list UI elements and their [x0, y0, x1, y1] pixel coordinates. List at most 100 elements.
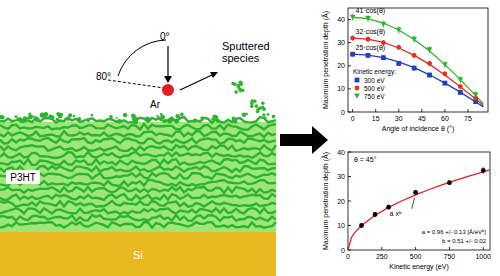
film-label: P3HT: [10, 172, 36, 183]
legend-marker: [355, 86, 360, 91]
surface-blob: [180, 113, 183, 116]
legend: Kinetic energy:300 eV500 eV750 eV: [353, 68, 396, 100]
flow-arrow: [280, 126, 328, 154]
x-tick-label: 0: [351, 115, 355, 122]
chart: 02505007501000010203040Kinetic energy (e…: [321, 149, 491, 272]
x-axis-label: Angle of incidence θ (°): [382, 125, 454, 133]
surface-blob: [78, 120, 80, 122]
polymer-chain: [0, 180, 276, 186]
surface-blob: [50, 115, 55, 120]
polymer-chain: [0, 138, 276, 144]
surface-blob: [267, 113, 270, 116]
sputtered-label: Sputtered: [222, 40, 270, 52]
x-tick-label: 0: [346, 253, 350, 260]
data-point: [350, 52, 355, 57]
film-label-box: [6, 170, 40, 184]
x-tick-label: 75: [464, 115, 472, 122]
normal-arrow: [167, 46, 168, 80]
polymer-chain: [0, 194, 276, 200]
surface-blob: [272, 115, 276, 119]
surface-blob: [91, 114, 94, 117]
surface-blob: [66, 117, 70, 121]
surface-blob: [175, 114, 180, 119]
data-point: [381, 55, 386, 60]
x-tick: [398, 109, 399, 112]
sputtered-fragment: [255, 104, 259, 108]
surface-blob: [87, 119, 90, 122]
surface-blob: [82, 121, 84, 123]
surface-blob: [193, 119, 197, 123]
data-point: [427, 73, 432, 78]
data-point: [481, 168, 486, 173]
data-point: [427, 47, 433, 52]
y-tick-label: 10: [337, 85, 345, 92]
sputter-arrow: [180, 74, 214, 90]
chart: 01530456075010203040Angle of incidence θ…: [321, 7, 488, 133]
sputtered-fragment: [239, 80, 243, 84]
data-point: [458, 77, 464, 82]
data-point: [412, 66, 417, 71]
data-point: [366, 37, 371, 42]
data-point: [443, 81, 448, 86]
data-point: [411, 37, 417, 42]
legend-label: 750 eV: [364, 93, 385, 100]
surface-blob: [242, 113, 246, 117]
y-tick-label: 20: [337, 198, 345, 205]
annotation: a = 0.96 +/- 0.13 [Å/eVᵇ]: [422, 229, 487, 235]
y-tick-label: 20: [337, 62, 345, 69]
polymer-chain: [0, 145, 276, 151]
legend-title: Kinetic energy:: [353, 68, 396, 76]
x-tick: [415, 247, 416, 250]
data-point: [396, 61, 401, 66]
x-tick-label: 500: [410, 253, 422, 260]
sputtered-fragment: [261, 101, 265, 105]
data-point: [350, 15, 356, 20]
y-tick-label: 40: [337, 149, 345, 156]
surface-blob: [147, 117, 151, 121]
surface-blob: [123, 113, 127, 117]
x-tick: [483, 247, 484, 250]
legend-label: 300 eV: [364, 77, 385, 84]
x-tick: [444, 109, 445, 112]
surface-blob: [233, 119, 236, 122]
polymer-chain: [0, 166, 276, 172]
sputtered-fragment: [256, 110, 260, 114]
figure: SiP3HT80°0°ArSputteredspecies01530456075…: [0, 0, 500, 276]
y-tick: [348, 19, 351, 20]
polymer-chain: [0, 152, 276, 158]
diagram: SiP3HT80°0°ArSputteredspecies: [0, 31, 328, 276]
data-point: [447, 180, 452, 185]
polymer-chain: [0, 208, 276, 214]
surface-blob: [132, 116, 137, 121]
surface-blob: [164, 119, 166, 121]
surface-blob: [211, 118, 214, 121]
x-tick-label: 15: [372, 115, 380, 122]
y-tick: [348, 112, 351, 113]
surface-blob: [167, 119, 172, 124]
surface-blob: [28, 115, 33, 120]
surface-blob: [109, 115, 113, 119]
x-tick: [421, 109, 422, 112]
polymer-chain: [0, 173, 276, 179]
y-axis-label: Maximum penetration depth (Å): [321, 152, 330, 250]
y-tick: [348, 42, 351, 43]
curve-label: 32·cos(θ): [356, 28, 386, 36]
surface-blob: [17, 117, 22, 122]
legend-marker: [354, 94, 360, 99]
plot-frame: [348, 8, 488, 112]
fit-line: [348, 170, 490, 250]
polymer-chain: [0, 159, 276, 165]
surface-blob: [262, 113, 265, 116]
data-point: [473, 92, 479, 97]
data-point: [442, 62, 448, 67]
legend-marker: [355, 78, 360, 83]
surface-blob: [64, 118, 66, 120]
x-tick-label: 750: [444, 253, 456, 260]
x-axis-label: Kinetic energy (eV): [389, 263, 449, 271]
polymer-chain: [0, 222, 276, 228]
surface-blob: [200, 117, 203, 120]
y-tick: [348, 225, 351, 226]
data-point: [366, 53, 371, 58]
annotation: b = 0.51 +/- 0.02: [442, 238, 487, 244]
sputtered-fragment: [253, 100, 257, 104]
